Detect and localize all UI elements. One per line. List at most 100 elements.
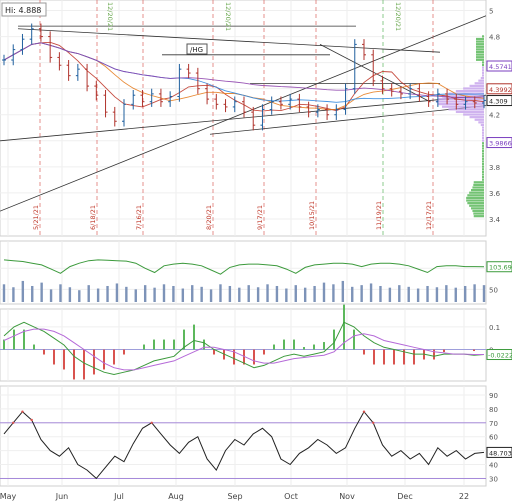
price-labels: 4.5741 4.309 4.3992 3.9866 [486,60,512,149]
event-date-label: 9/17/21 [256,205,264,230]
volume-profile-bar [437,97,484,101]
macd-histogram-bar [43,349,45,355]
macd-histogram-bar [373,349,375,365]
volume-profile-bar [482,173,484,176]
volume-profile-bar [478,121,484,124]
trendline [17,28,441,53]
volume-profile-bar [482,126,484,129]
volume-profile-bar [482,129,484,132]
volume-profile-bar [476,45,484,48]
price-label-box [486,137,512,149]
volume-bar [303,287,307,302]
volume-profile-bar [448,108,484,111]
volume-bar [40,282,43,302]
rsi-path [3,410,485,480]
macd-histogram-bar [263,349,265,355]
volume-last-label-text: 103.69 [489,264,512,272]
trendline [0,15,487,212]
volume-profile-bar [482,139,484,142]
x-tick-label: Sep [227,492,242,501]
macd-histogram-bar [473,349,475,352]
volume-profile-bar [476,53,484,56]
volume-bar [294,285,297,302]
hi-badge: Hi: 4.888 [1,2,47,17]
volume-profile-bar [482,165,484,168]
price-y-tick: 4.8 [489,34,500,42]
volume-profile-bar [466,199,484,202]
macd-histogram-bar [213,349,215,355]
macd-panel-frame [0,308,487,382]
macd-histogram-bar [193,324,195,350]
rsi-y-tick: 30 [489,475,498,483]
volume-profile-bar [455,89,484,93]
volume-bar [68,287,72,302]
volume-profile-bar [455,110,484,114]
macd-histogram-bar [203,339,205,350]
volume-profile-bar [467,194,484,197]
macd-panel: 0.10-0.0222 [0,304,512,382]
volume-bar [247,285,250,302]
macd-histogram-bar [233,349,235,365]
volume-profile-bar [482,170,484,173]
rsi-overbought-point [12,421,15,424]
volume-bar [482,285,486,302]
macd-histogram-bar [383,349,385,365]
volume-bar [125,286,128,302]
trendline [0,94,487,142]
volume-profile-bar [476,40,484,43]
volume-bar [172,285,175,302]
macd-histogram-bar [83,349,85,380]
volume-profile-bar [482,35,484,38]
price-label-box [486,83,512,95]
volume-bar [360,285,363,302]
volume-profile-bar [474,118,484,121]
rsi-last-label: 48.703 [486,446,512,458]
volume-profile-bar [482,61,484,64]
volume-bar [181,288,185,302]
volume-profile-bar [466,196,484,200]
macd-histogram-bar [163,339,165,350]
macd-histogram-bar [173,339,175,350]
volume-profile-bar [437,103,484,106]
rsi-last-label-text: 48.703 [489,449,512,457]
vertical-date-text: 12/20/21 [394,2,402,31]
volume-profile-bar [463,113,484,116]
macd-lines [3,321,485,376]
volume-bar [445,285,448,302]
macd-histogram-bar [3,339,5,350]
x-tick-label: Dec [397,492,412,501]
volume-bar [369,283,373,302]
volume-bar [191,285,194,302]
volume-profile-bar [478,79,484,82]
rsi-panel-frame [0,385,487,487]
volume-bar [106,285,109,302]
volume-profile-bar [482,136,484,140]
volume-profile-bar [482,63,484,67]
x-tick-label: 22 [459,492,469,501]
event-date-label: 8/20/21 [205,205,213,230]
price-bars [2,23,486,131]
event-date-label: 11/19/21 [375,201,383,230]
price-y-tick: 3.8 [489,164,500,172]
volume-panel-frame [0,240,487,305]
macd-histogram-bar [273,344,275,350]
macd-histogram-bar [243,349,245,365]
volume-profile-bar [480,76,484,80]
volume-y-tick: 50 [489,286,498,294]
volume-profile-bar [480,123,484,127]
volume-profile-bar [482,168,484,171]
rsi-overbought-point [21,410,24,413]
macd-y-axis: 0.10-0.0222 [486,324,512,361]
volume-profile-bar [472,186,484,189]
price-label: 3.9866 [486,137,512,149]
volume-profile-bar [476,43,484,46]
event-date-label: 6/18/21 [89,205,97,230]
volume-profile-bar [473,181,484,184]
volume-bar [416,288,420,302]
price-y-tick: 3.4 [489,216,501,224]
open-interest-line [3,259,485,275]
macd-y-tick: 0.1 [489,324,500,332]
trendline [319,44,431,103]
macd-line [3,321,485,376]
price-label-text: 4.3992 [489,86,512,94]
